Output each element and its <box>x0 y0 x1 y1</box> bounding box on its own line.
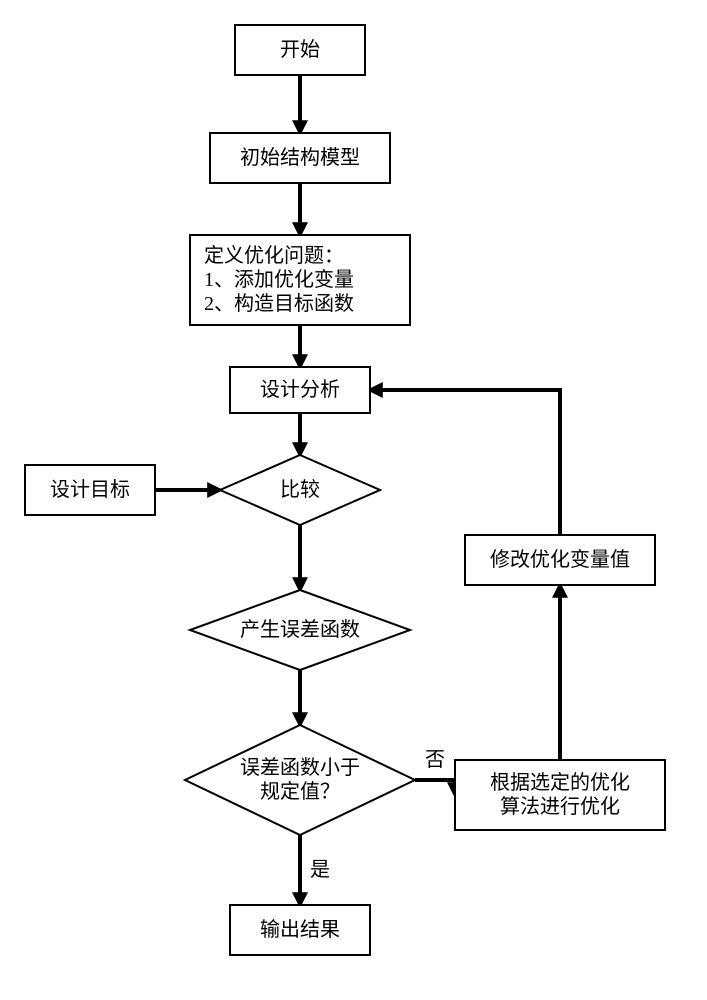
node-analyze: 设计分析 <box>230 367 370 413</box>
edge-label-check-optimize: 否 <box>425 749 445 771</box>
node-compare-line0: 比较 <box>280 478 320 501</box>
node-check-line1: 规定值？ <box>260 780 340 803</box>
node-target: 设计目标 <box>25 465 155 515</box>
edge-check-optimize <box>415 780 455 795</box>
node-optimize-line0: 根据选定的优化 <box>490 771 630 794</box>
node-optimize-line1: 算法进行优化 <box>500 795 620 818</box>
node-define-line0: 定义优化问题： <box>204 244 344 267</box>
node-errfn-line0: 产生误差函数 <box>240 618 360 641</box>
node-modify-line0: 修改优化变量值 <box>490 548 630 571</box>
node-optimize: 根据选定的优化算法进行优化 <box>455 760 665 830</box>
edge-modify-analyze <box>370 390 560 535</box>
node-start-line0: 开始 <box>280 38 320 61</box>
node-check-line0: 误差函数小于 <box>240 756 360 779</box>
node-output: 输出结果 <box>230 905 370 955</box>
node-output-line0: 输出结果 <box>260 918 340 941</box>
node-define: 定义优化问题：1、添加优化变量2、构造目标函数 <box>190 235 410 325</box>
node-initModel-line0: 初始结构模型 <box>240 146 360 169</box>
node-compare: 比较 <box>220 455 380 525</box>
node-initModel: 初始结构模型 <box>210 133 390 183</box>
node-define-line2: 2、构造目标函数 <box>204 292 354 315</box>
node-analyze-line0: 设计分析 <box>260 378 340 401</box>
node-check: 误差函数小于规定值？ <box>185 725 415 835</box>
node-modify: 修改优化变量值 <box>465 535 655 585</box>
node-target-line0: 设计目标 <box>50 478 130 501</box>
node-errfn: 产生误差函数 <box>190 590 410 670</box>
node-start: 开始 <box>235 25 365 75</box>
edge-label-check-output: 是 <box>310 859 330 881</box>
node-define-line1: 1、添加优化变量 <box>204 268 354 291</box>
